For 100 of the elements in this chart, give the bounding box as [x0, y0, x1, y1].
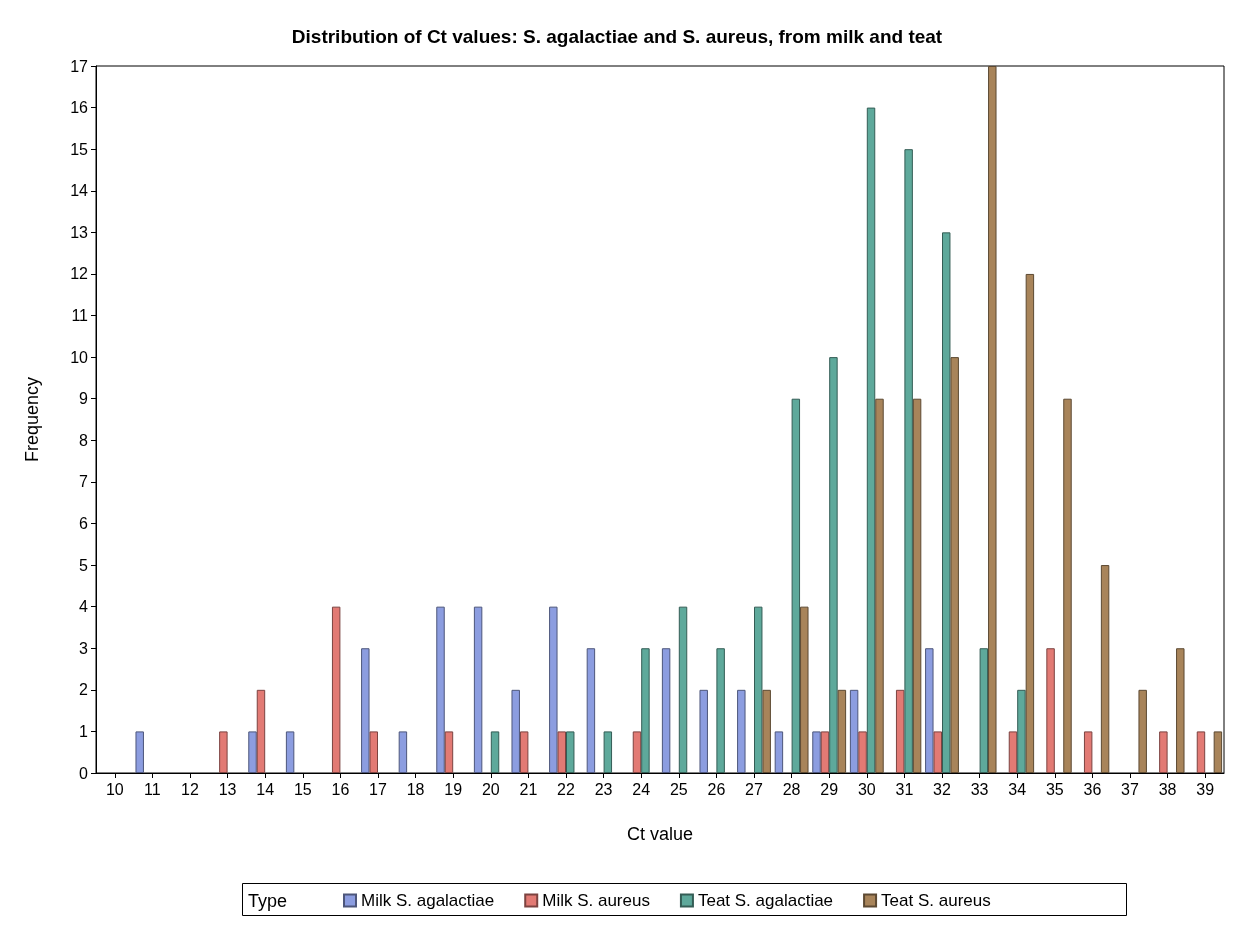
legend-label: Milk S. agalactiae — [361, 891, 495, 910]
x-tick-label: 37 — [1121, 780, 1139, 798]
y-tick-label: 17 — [70, 57, 89, 75]
bar — [875, 398, 884, 773]
bar — [444, 731, 454, 773]
bar — [895, 689, 905, 773]
bar — [1025, 273, 1035, 773]
bar — [1046, 648, 1055, 773]
x-tick-label: 31 — [895, 780, 914, 798]
x-tick-label: 15 — [293, 780, 312, 798]
x-tick-label: 11 — [144, 780, 161, 798]
bar — [490, 731, 500, 773]
legend-label: Teat S. aureus — [881, 891, 991, 910]
bar — [678, 606, 688, 773]
bar — [661, 648, 671, 773]
y-tick-label: 10 — [70, 348, 89, 366]
y-tick-label: 12 — [70, 265, 89, 283]
bar — [511, 689, 520, 773]
bar — [361, 648, 370, 773]
bar — [1176, 648, 1185, 773]
bar — [1008, 731, 1018, 773]
bar — [398, 731, 408, 773]
y-tick-label: 11 — [71, 307, 89, 325]
bar — [950, 357, 959, 773]
y-tick-label: 0 — [79, 764, 89, 782]
bar — [820, 731, 830, 773]
y-tick-label: 1 — [79, 722, 89, 740]
bar — [791, 398, 801, 773]
bar — [135, 731, 144, 773]
y-tick-label: 6 — [79, 514, 89, 532]
x-tick-label: 33 — [970, 780, 989, 798]
bar — [754, 606, 763, 773]
x-axis-title: Ct value — [626, 824, 694, 844]
y-tick-label: 2 — [79, 681, 89, 699]
bar — [256, 689, 266, 773]
bar — [737, 689, 746, 773]
bar — [858, 731, 867, 773]
legend-label: Teat S. agalactiae — [697, 891, 834, 910]
bar — [369, 731, 378, 773]
bar — [849, 689, 859, 773]
y-tick-label: 5 — [79, 556, 89, 574]
bar — [632, 731, 642, 773]
x-tick-label: 32 — [933, 780, 951, 798]
x-tick-label: 27 — [745, 780, 763, 798]
bar — [699, 689, 708, 773]
x-tick-label: 30 — [857, 780, 876, 798]
bar — [436, 606, 445, 773]
y-tick-label: 3 — [79, 639, 89, 657]
bar — [248, 731, 257, 773]
x-tick-label: 14 — [256, 780, 275, 798]
bar — [925, 648, 934, 773]
bar — [557, 731, 566, 773]
y-tick-label: 9 — [79, 390, 89, 408]
bar — [829, 357, 838, 773]
x-tick-label: 25 — [669, 780, 688, 798]
bar — [933, 731, 942, 773]
bar — [904, 149, 913, 773]
x-tick-label: 24 — [632, 780, 651, 798]
bar — [1063, 398, 1072, 773]
legend-label: Milk S. aureus — [542, 891, 650, 910]
chart-title: Distribution of Ct values: S. agalactiae and S. aureus, from milk and teat — [291, 26, 943, 47]
bar — [912, 398, 922, 773]
bar — [979, 648, 989, 773]
y-tick-label: 16 — [70, 99, 89, 117]
x-tick-label: 22 — [557, 780, 575, 798]
x-tick-label: 23 — [594, 780, 613, 798]
x-tick-label: 29 — [820, 780, 839, 798]
bar — [716, 648, 725, 773]
x-tick-label: 38 — [1158, 780, 1177, 798]
bar — [1017, 689, 1026, 773]
bar — [586, 648, 596, 773]
x-tick-label: 26 — [707, 780, 726, 798]
x-tick-label: 18 — [406, 780, 425, 798]
x-tick-label: 35 — [1045, 780, 1064, 798]
x-tick-label: 17 — [369, 780, 387, 798]
x-tick-label: 20 — [481, 780, 500, 798]
y-tick-label: 4 — [79, 598, 89, 616]
bar — [988, 66, 997, 773]
y-axis-title: Frequency — [22, 376, 42, 463]
x-tick-label: 16 — [331, 780, 350, 798]
bar — [285, 731, 295, 773]
bar — [603, 731, 613, 773]
bar — [837, 689, 847, 773]
bar — [219, 731, 228, 773]
x-tick-label: 34 — [1008, 780, 1027, 798]
bar — [774, 731, 784, 773]
bar — [942, 232, 951, 773]
bar — [549, 606, 558, 773]
x-tick-label: 13 — [218, 780, 237, 798]
x-tick-label: 10 — [105, 780, 124, 798]
x-tick-label: 36 — [1083, 780, 1102, 798]
bar — [1196, 731, 1206, 773]
y-tick-label: 15 — [70, 140, 89, 158]
bar — [762, 689, 771, 773]
bar — [800, 606, 809, 773]
y-tick-label: 8 — [79, 431, 89, 449]
x-tick-label: 21 — [519, 780, 538, 798]
bar — [331, 606, 341, 773]
bar — [1213, 731, 1223, 773]
bar — [473, 606, 483, 773]
